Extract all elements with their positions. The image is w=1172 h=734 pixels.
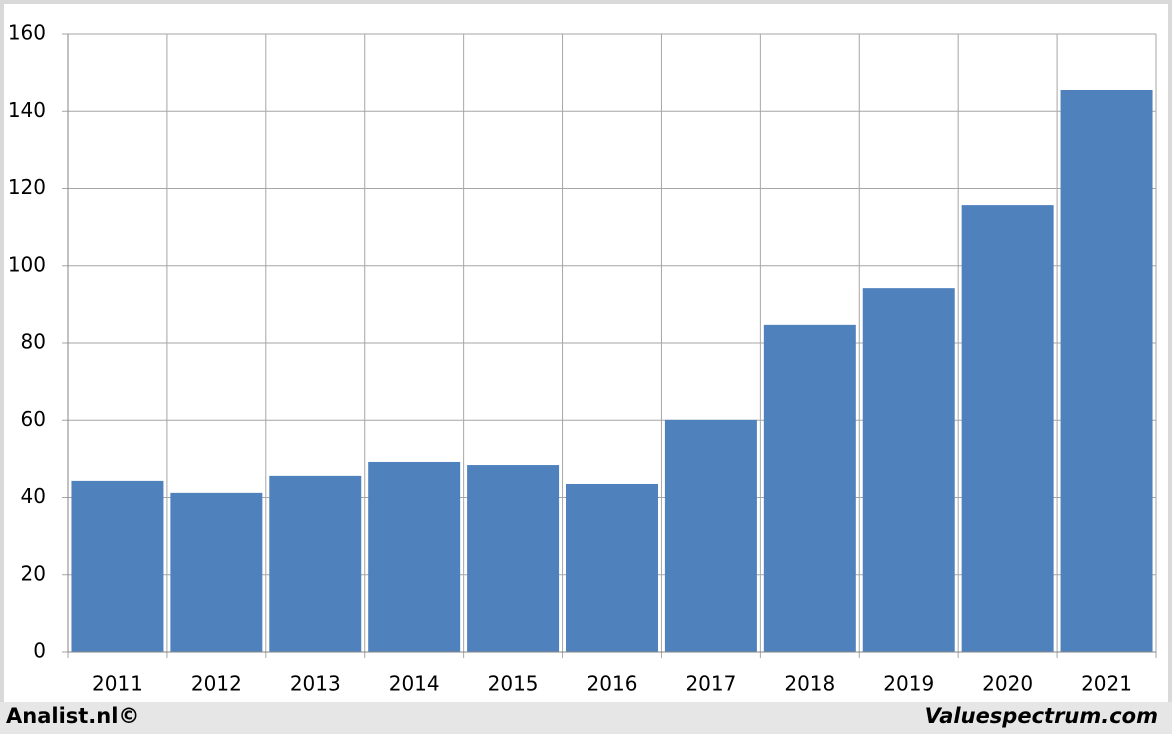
footer [0, 702, 1172, 734]
x-tick-label: 2011 [92, 672, 143, 696]
credit-left: Analist.nl© [6, 704, 139, 728]
y-tick-label: 100 [8, 252, 46, 276]
x-tick-label: 2013 [290, 672, 341, 696]
bar [664, 419, 757, 652]
x-tick-label: 2016 [587, 672, 638, 696]
bar [71, 480, 164, 652]
x-tick-label: 2014 [389, 672, 440, 696]
bar [862, 288, 955, 652]
x-tick-label: 2018 [784, 672, 835, 696]
x-tick-label: 2021 [1081, 672, 1132, 696]
bar [170, 492, 263, 652]
y-tick-label: 120 [8, 175, 46, 199]
x-tick-label: 2015 [488, 672, 539, 696]
x-tick-label: 2017 [685, 672, 736, 696]
y-tick-label: 20 [21, 561, 46, 585]
bar [566, 483, 658, 652]
y-tick-label: 0 [33, 639, 46, 663]
x-tick-label: 2020 [982, 672, 1033, 696]
bar [763, 324, 856, 652]
x-tick-label: 2012 [191, 672, 242, 696]
y-tick-label: 80 [21, 330, 46, 354]
bar [467, 465, 560, 652]
y-tick-label: 140 [8, 98, 46, 122]
y-tick-label: 160 [8, 21, 46, 45]
credit-right: Valuespectrum.com [925, 704, 1158, 728]
y-tick-label: 40 [21, 484, 46, 508]
bar [961, 205, 1054, 652]
bar [269, 475, 362, 652]
bar [368, 461, 461, 652]
bar [1060, 90, 1153, 653]
x-tick-label: 2019 [883, 672, 934, 696]
y-tick-label: 60 [21, 407, 46, 431]
